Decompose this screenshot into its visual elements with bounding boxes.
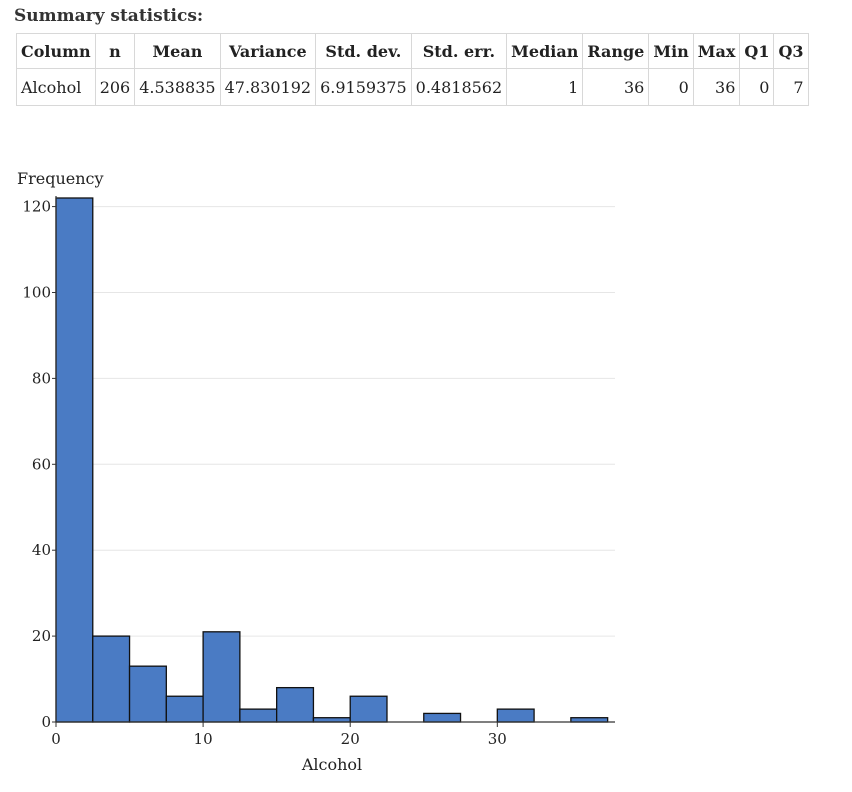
cell-std-dev: 6.9159375 [315, 68, 412, 106]
y-tick-label: 0 [41, 713, 51, 731]
y-tick-label: 20 [32, 627, 51, 645]
y-tick-label: 80 [32, 369, 51, 387]
x-tick-label: 10 [194, 730, 213, 748]
header-std-dev: Std. dev. [315, 33, 412, 69]
gridlines [56, 206, 615, 637]
histogram-bar [202, 631, 241, 723]
header-column: Column [16, 33, 96, 69]
cell-q1: 0 [739, 68, 775, 106]
cell-mean: 4.538835 [134, 68, 221, 106]
histogram-bar [92, 635, 131, 723]
x-tick-label: 30 [488, 730, 507, 748]
header-q1: Q1 [739, 33, 775, 69]
x-tick-label: 20 [341, 730, 360, 748]
x-axis-label: Alcohol [301, 755, 362, 774]
summary-header-row: Column n Mean Variance Std. dev. Std. er… [16, 33, 809, 69]
histogram-bar [55, 197, 94, 723]
histogram-bar [165, 695, 204, 723]
histogram-bar [570, 717, 609, 723]
header-median: Median [506, 33, 584, 69]
histogram-bar [349, 695, 388, 723]
cell-median: 1 [506, 68, 584, 106]
x-tick-label: 0 [51, 730, 61, 748]
histogram-bar [128, 665, 167, 723]
cell-range: 36 [582, 68, 650, 106]
histogram-bar [239, 708, 278, 723]
header-min: Min [648, 33, 694, 69]
y-axis-label: Frequency [17, 169, 104, 188]
header-mean: Mean [134, 33, 221, 69]
histogram-chart: Frequency Alcohol 0 20 40 60 80 100 120 0 10 20 30 [17, 169, 615, 774]
histogram-bar [276, 686, 315, 723]
cell-q3: 7 [773, 68, 809, 106]
cell-column: Alcohol [16, 68, 96, 106]
y-tick-label: 120 [22, 198, 51, 216]
header-q3: Q3 [773, 33, 809, 69]
histogram-bar [423, 712, 462, 723]
header-std-err: Std. err. [410, 33, 508, 69]
histogram-bar [496, 708, 535, 723]
cell-n: 206 [94, 68, 136, 106]
cell-std-err: 0.4818562 [410, 68, 508, 106]
header-range: Range [582, 33, 650, 69]
histogram-bars [55, 197, 609, 723]
axes: 0 20 40 60 80 100 120 0 10 20 30 [22, 196, 615, 748]
y-tick-label: 40 [32, 541, 51, 559]
histogram-bar [312, 717, 351, 723]
cell-max: 36 [692, 68, 741, 106]
header-n: n [94, 33, 136, 69]
cell-min: 0 [648, 68, 694, 106]
summary-table: Column n Mean Variance Std. dev. Std. er… [16, 33, 809, 106]
header-variance: Variance [219, 33, 317, 69]
table-row: Alcohol 206 4.538835 47.830192 6.9159375… [16, 68, 809, 106]
page-title: Summary statistics: [14, 6, 204, 26]
cell-variance: 47.830192 [219, 68, 317, 106]
y-tick-label: 100 [22, 283, 51, 301]
header-max: Max [692, 33, 741, 69]
y-tick-label: 60 [32, 455, 51, 473]
